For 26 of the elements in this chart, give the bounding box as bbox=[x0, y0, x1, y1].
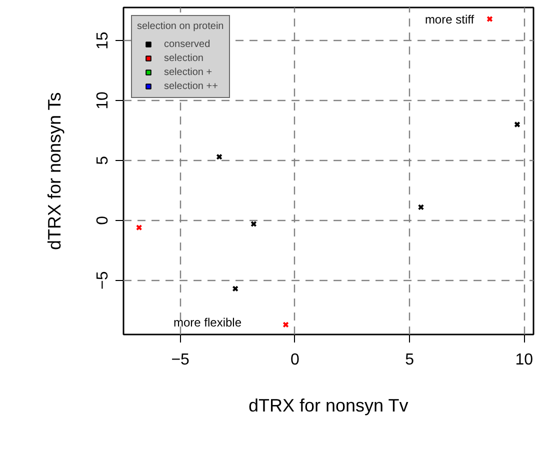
annotation: more stiff bbox=[424, 12, 475, 26]
point bbox=[282, 322, 289, 328]
legend-label: selection bbox=[164, 52, 204, 64]
y-tick-label: −5 bbox=[94, 271, 112, 290]
point bbox=[136, 224, 142, 231]
y-axis-title: dTRX for nonsyn Ts bbox=[44, 92, 64, 250]
point bbox=[514, 121, 520, 128]
point bbox=[250, 220, 257, 228]
y-tick-label: 15 bbox=[94, 32, 112, 50]
y-tick-label: 10 bbox=[94, 92, 112, 110]
y-tick-label: 5 bbox=[94, 156, 112, 165]
annotation: more flexible bbox=[173, 316, 242, 330]
point bbox=[486, 16, 493, 22]
legend-title: selection on protein bbox=[137, 21, 224, 32]
x-tick-label: 5 bbox=[405, 352, 414, 368]
legend-label: conserved bbox=[164, 38, 210, 50]
x-tick-label: 10 bbox=[515, 352, 534, 368]
legend-label: selection ++ bbox=[164, 80, 218, 92]
x-axis-title: dTRX for nonsyn Tv bbox=[248, 396, 408, 416]
point bbox=[418, 204, 424, 210]
y-tick-label: 0 bbox=[94, 216, 112, 225]
point bbox=[216, 154, 222, 160]
x-tick-label: −5 bbox=[171, 352, 190, 368]
x-tick-label: 0 bbox=[290, 352, 300, 368]
legend-label: selection + bbox=[164, 66, 212, 78]
point bbox=[232, 286, 238, 292]
